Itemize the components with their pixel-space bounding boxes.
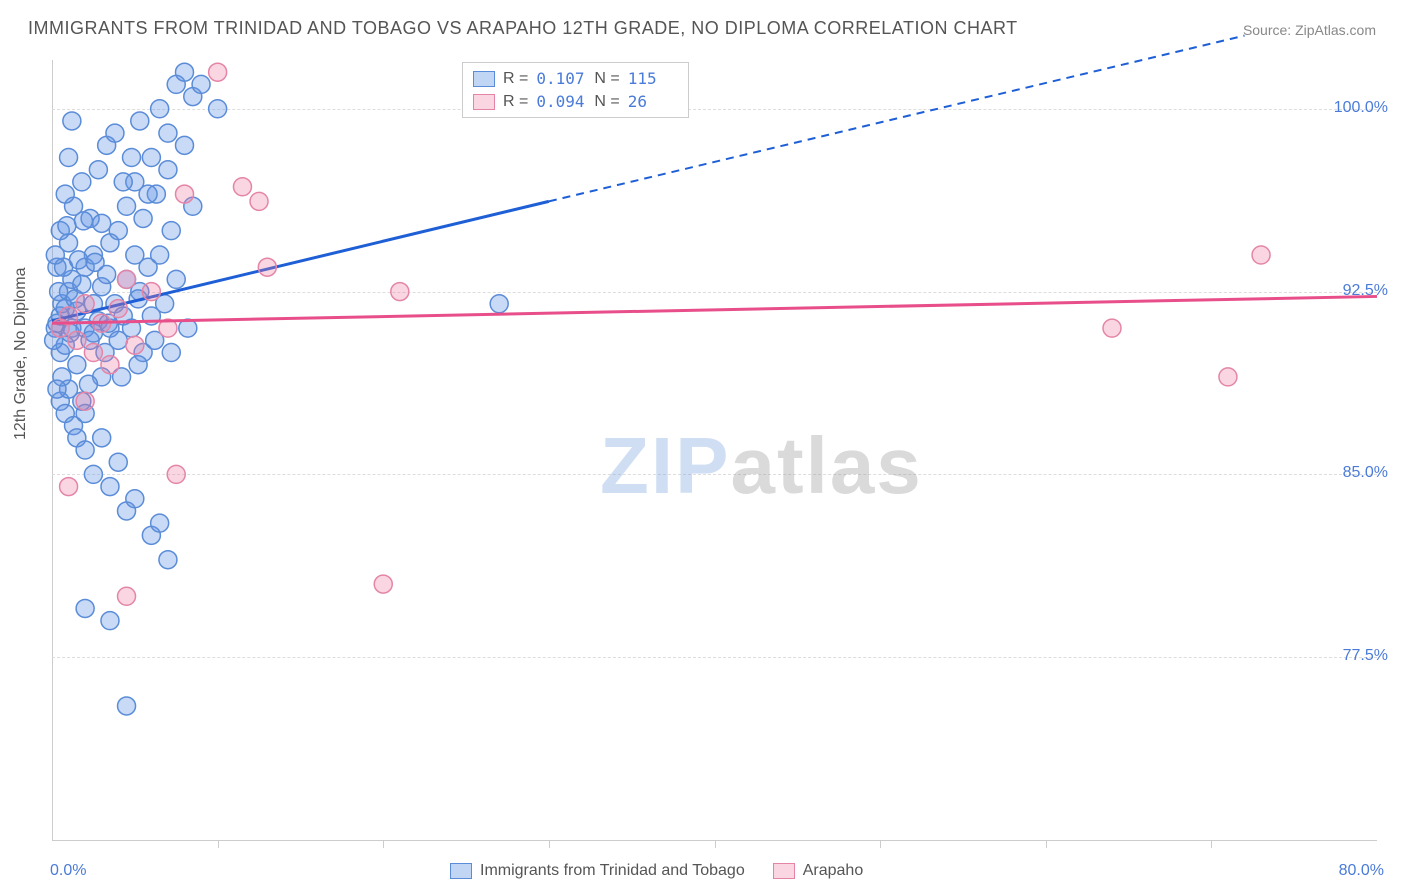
plot-area-border <box>52 60 1377 841</box>
swatch-blue-icon <box>450 863 472 879</box>
x-tick <box>1046 840 1047 848</box>
x-min-label: 0.0% <box>50 862 86 880</box>
x-tick <box>715 840 716 848</box>
legend-item-pink: Arapaho <box>773 862 864 880</box>
legend-label-blue: Immigrants from Trinidad and Tobago <box>480 862 745 880</box>
x-tick <box>549 840 550 848</box>
legend-label-pink: Arapaho <box>803 862 864 880</box>
source-label: Source: ZipAtlas.com <box>1243 22 1376 38</box>
x-max-label: 80.0% <box>1339 862 1384 880</box>
x-tick <box>383 840 384 848</box>
swatch-pink-icon <box>773 863 795 879</box>
x-tick <box>218 840 219 848</box>
legend-item-blue: Immigrants from Trinidad and Tobago <box>450 862 745 880</box>
x-tick <box>880 840 881 848</box>
chart-title: IMMIGRANTS FROM TRINIDAD AND TOBAGO VS A… <box>28 18 1018 39</box>
y-axis-label: 12th Grade, No Diploma <box>12 267 30 440</box>
legend-bottom: Immigrants from Trinidad and Tobago Arap… <box>450 862 863 880</box>
x-tick <box>1211 840 1212 848</box>
